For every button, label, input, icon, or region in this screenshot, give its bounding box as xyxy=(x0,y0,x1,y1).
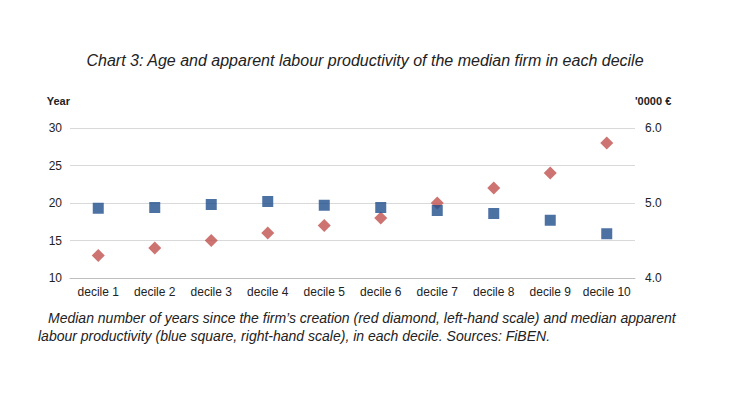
svg-text:6.0: 6.0 xyxy=(645,121,662,135)
svg-text:'0000 €: '0000 € xyxy=(635,95,671,107)
svg-text:15: 15 xyxy=(49,234,63,248)
svg-text:decile 9: decile 9 xyxy=(530,285,572,299)
svg-text:decile 2: decile 2 xyxy=(134,285,176,299)
svg-text:10: 10 xyxy=(49,271,63,285)
svg-text:decile 6: decile 6 xyxy=(360,285,402,299)
svg-text:Year: Year xyxy=(47,95,71,107)
svg-text:decile 10: decile 10 xyxy=(583,285,631,299)
svg-text:decile 8: decile 8 xyxy=(473,285,515,299)
svg-text:20: 20 xyxy=(49,196,63,210)
svg-text:30: 30 xyxy=(49,121,63,135)
svg-text:Chart 3: Age and apparent labo: Chart 3: Age and apparent labour product… xyxy=(86,52,643,69)
svg-text:decile 5: decile 5 xyxy=(304,285,346,299)
svg-text:decile 7: decile 7 xyxy=(417,285,459,299)
html-text:Median number of years since t: Median number of years since the firm’s … xyxy=(38,310,676,344)
svg-text:5.0: 5.0 xyxy=(645,196,662,210)
svg-text:decile 1: decile 1 xyxy=(78,285,120,299)
svg-text:25: 25 xyxy=(49,159,63,173)
svg-text:4.0: 4.0 xyxy=(645,271,662,285)
svg-text:decile 4: decile 4 xyxy=(247,285,289,299)
svg-text:decile 3: decile 3 xyxy=(191,285,233,299)
